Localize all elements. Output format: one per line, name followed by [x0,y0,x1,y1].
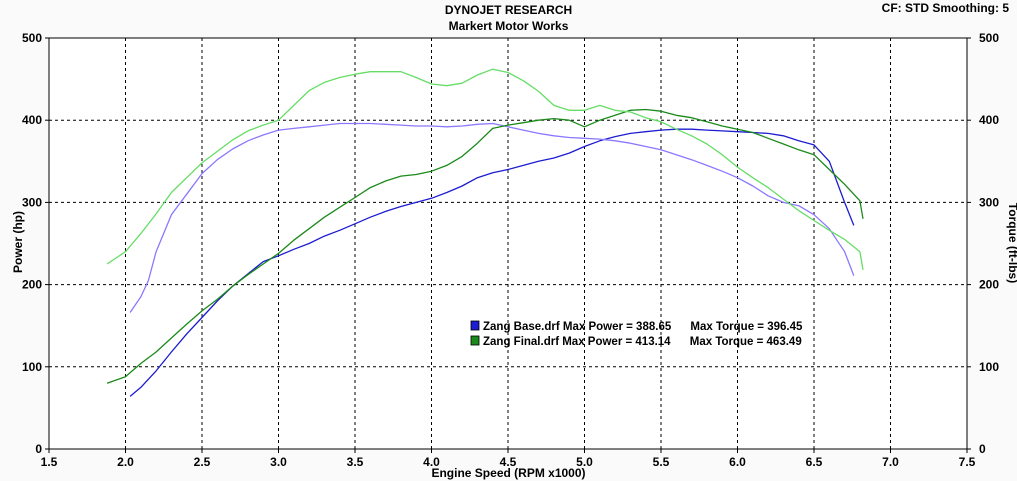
series-line-power-zang-base-drf [129,128,855,397]
x-tick-label: 5.5 [653,455,670,469]
grid [49,38,967,449]
x-tick-label: 5.0 [576,455,593,469]
x-tick-label: 2.0 [117,455,134,469]
x-tick-label: 1.5 [41,455,58,469]
x-axis-ticks: 1.5 2.0 2.5 3.0 3.5 4.0 4.5 5.0 5.5 6.0 6.5 7.0 7.5 [41,449,976,469]
x-tick-label: 6.5 [806,455,823,469]
y2-tick-label: 400 [979,113,999,127]
y-tick-label: 0 [35,442,42,456]
x-tick-label: 7.0 [882,455,899,469]
x-tick-label: 6.0 [729,455,746,469]
y2-axis-label: Torque (ft-lbs) [1006,202,1017,284]
legend-entry: Zang Final.drf Max Power = 413.14 Max To… [483,336,802,348]
y-tick-label: 500 [22,31,42,45]
series-line-torque-zang-final-drf [106,68,864,270]
y2-tick-label: 100 [979,360,999,374]
y2-axis-ticks: 0 100 200 300 400 500 [967,31,999,456]
y2-tick-label: 300 [979,195,999,209]
y-tick-label: 300 [22,195,42,209]
x-axis-label: Engine Speed (RPM x1000) [431,466,586,480]
x-tick-label: 4.0 [423,455,440,469]
y-axis-label: Power (hp) [11,211,25,273]
x-tick-label: 7.5 [959,455,976,469]
y-tick-label: 400 [22,113,42,127]
y-axis-ticks: 0 100 200 300 400 500 [22,31,49,456]
legend-swatch [470,335,480,346]
y-tick-label: 100 [22,360,42,374]
settings-info: CF: STD Smoothing: 5 [881,1,1009,15]
legend: Zang Base.drf Max Power = 388.65 Max Tor… [470,320,803,348]
series-line-torque-zang-base-drf [129,122,855,313]
x-tick-label: 3.5 [347,455,364,469]
y2-tick-label: 200 [979,278,999,292]
legend-entry: Zang Base.drf Max Power = 388.65 Max Tor… [483,321,803,333]
x-tick-label: 2.5 [194,455,211,469]
chart-title: DYNOJET RESEARCH [444,3,573,17]
y2-tick-label: 500 [979,31,999,45]
series-layer [106,68,864,397]
x-tick-label: 4.5 [500,455,517,469]
x-tick-label: 3.0 [270,455,287,469]
series-line-power-zang-final-drf [106,108,864,384]
y2-tick-label: 0 [979,442,986,456]
chart-subtitle: Markert Motor Works [448,19,569,33]
legend-swatch [470,320,480,331]
y-tick-label: 200 [22,278,42,292]
